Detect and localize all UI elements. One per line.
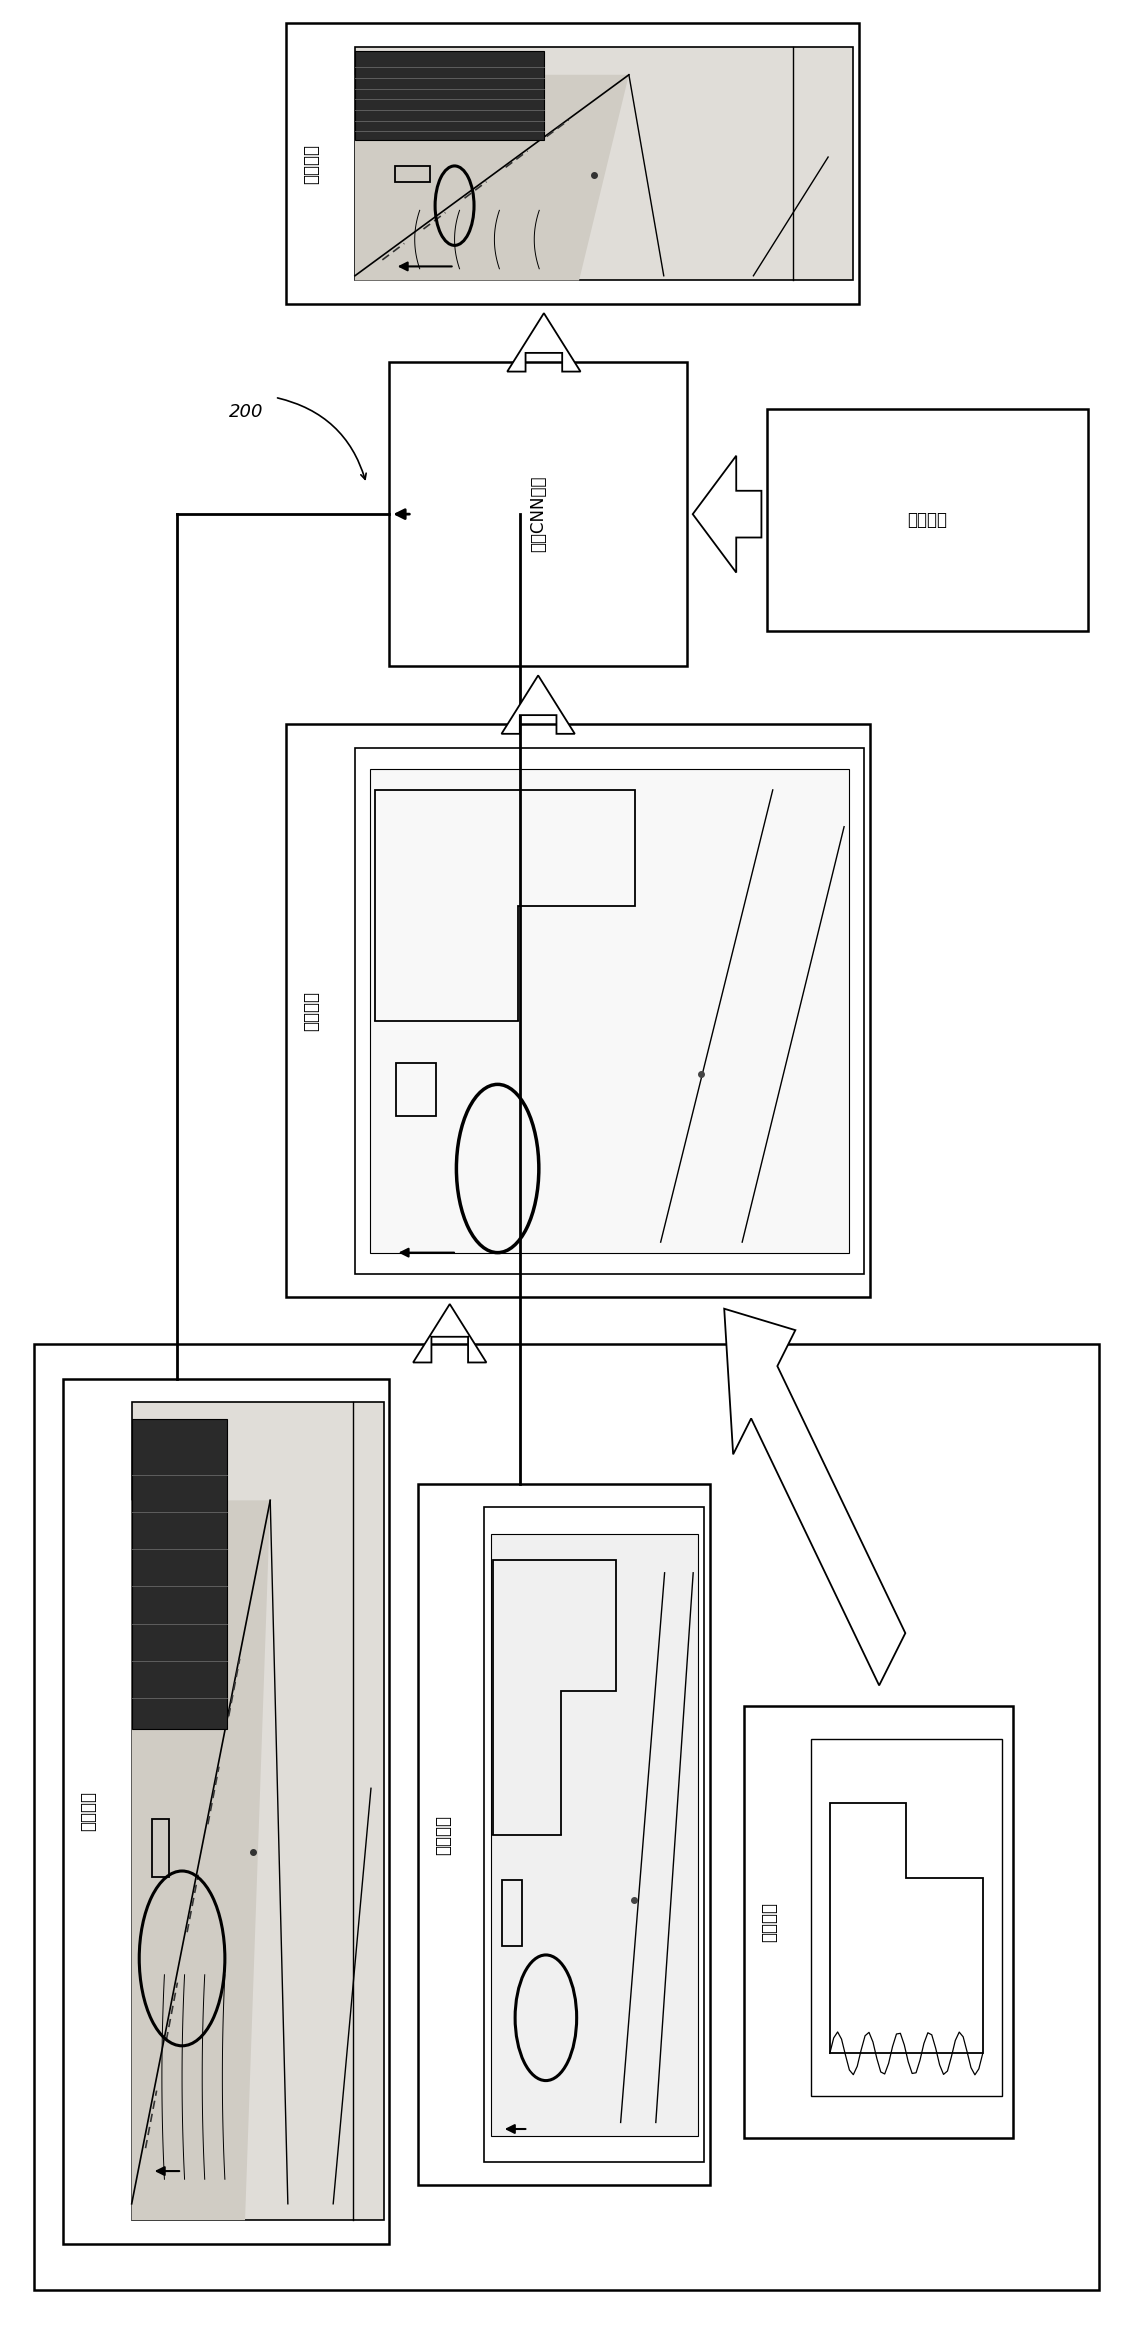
Bar <box>355 51 544 140</box>
Polygon shape <box>507 313 581 372</box>
Bar <box>744 1706 1013 2138</box>
Text: 第一CNN模块: 第一CNN模块 <box>529 477 547 552</box>
Polygon shape <box>355 75 629 280</box>
Text: 合成标签: 合成标签 <box>302 991 321 1031</box>
Polygon shape <box>502 675 575 734</box>
Bar <box>355 748 864 1274</box>
Polygon shape <box>413 1304 487 1362</box>
Bar <box>502 1881 522 1947</box>
Polygon shape <box>725 1309 906 1685</box>
Bar <box>418 1484 710 2185</box>
Bar <box>63 1379 389 2244</box>
Bar <box>389 362 687 666</box>
Polygon shape <box>693 456 761 573</box>
Bar <box>286 724 870 1297</box>
Bar <box>152 1818 169 1877</box>
Text: 追加标签: 追加标签 <box>760 1902 779 1942</box>
Bar <box>355 47 853 280</box>
Text: 随机种子: 随机种子 <box>908 512 947 528</box>
Bar <box>34 1344 1099 2290</box>
Bar <box>491 1533 697 2136</box>
Bar <box>395 166 429 182</box>
Text: 合成图像: 合成图像 <box>302 143 321 185</box>
Text: 200: 200 <box>229 402 263 421</box>
Bar <box>396 1063 436 1117</box>
Bar <box>484 1507 704 2162</box>
Bar <box>767 409 1088 631</box>
Bar <box>811 1739 1002 2096</box>
Text: 原始图像: 原始图像 <box>79 1790 97 1832</box>
Text: 原始标签: 原始标签 <box>434 1814 452 1856</box>
Polygon shape <box>132 1500 270 2220</box>
Bar <box>286 23 859 304</box>
Bar <box>132 1419 228 1729</box>
Bar <box>370 769 850 1253</box>
Bar <box>132 1402 384 2220</box>
